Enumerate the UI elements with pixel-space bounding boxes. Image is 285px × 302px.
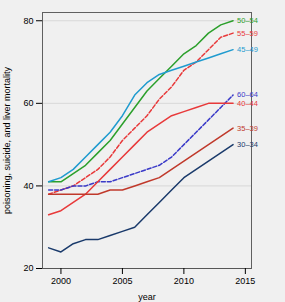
svg-text:40–44: 40–44 <box>237 99 258 108</box>
svg-text:2010: 2010 <box>174 276 194 286</box>
svg-text:50–54: 50–54 <box>237 16 258 25</box>
svg-text:45–49: 45–49 <box>237 45 258 54</box>
svg-text:80: 80 <box>23 16 33 26</box>
svg-text:poisoning, suicide, and liver: poisoning, suicide, and liver mortality <box>2 66 12 214</box>
svg-text:20: 20 <box>23 263 33 273</box>
svg-text:2015: 2015 <box>235 276 255 286</box>
svg-text:60–64: 60–64 <box>237 90 258 100</box>
svg-text:60: 60 <box>23 98 33 108</box>
svg-text:35–39: 35–39 <box>237 124 258 133</box>
svg-text:55–59: 55–59 <box>237 29 258 38</box>
svg-text:30–34: 30–34 <box>237 140 258 149</box>
svg-text:year: year <box>138 292 156 302</box>
svg-text:2005: 2005 <box>112 276 132 286</box>
svg-text:2000: 2000 <box>51 276 71 286</box>
svg-text:40: 40 <box>23 181 33 191</box>
